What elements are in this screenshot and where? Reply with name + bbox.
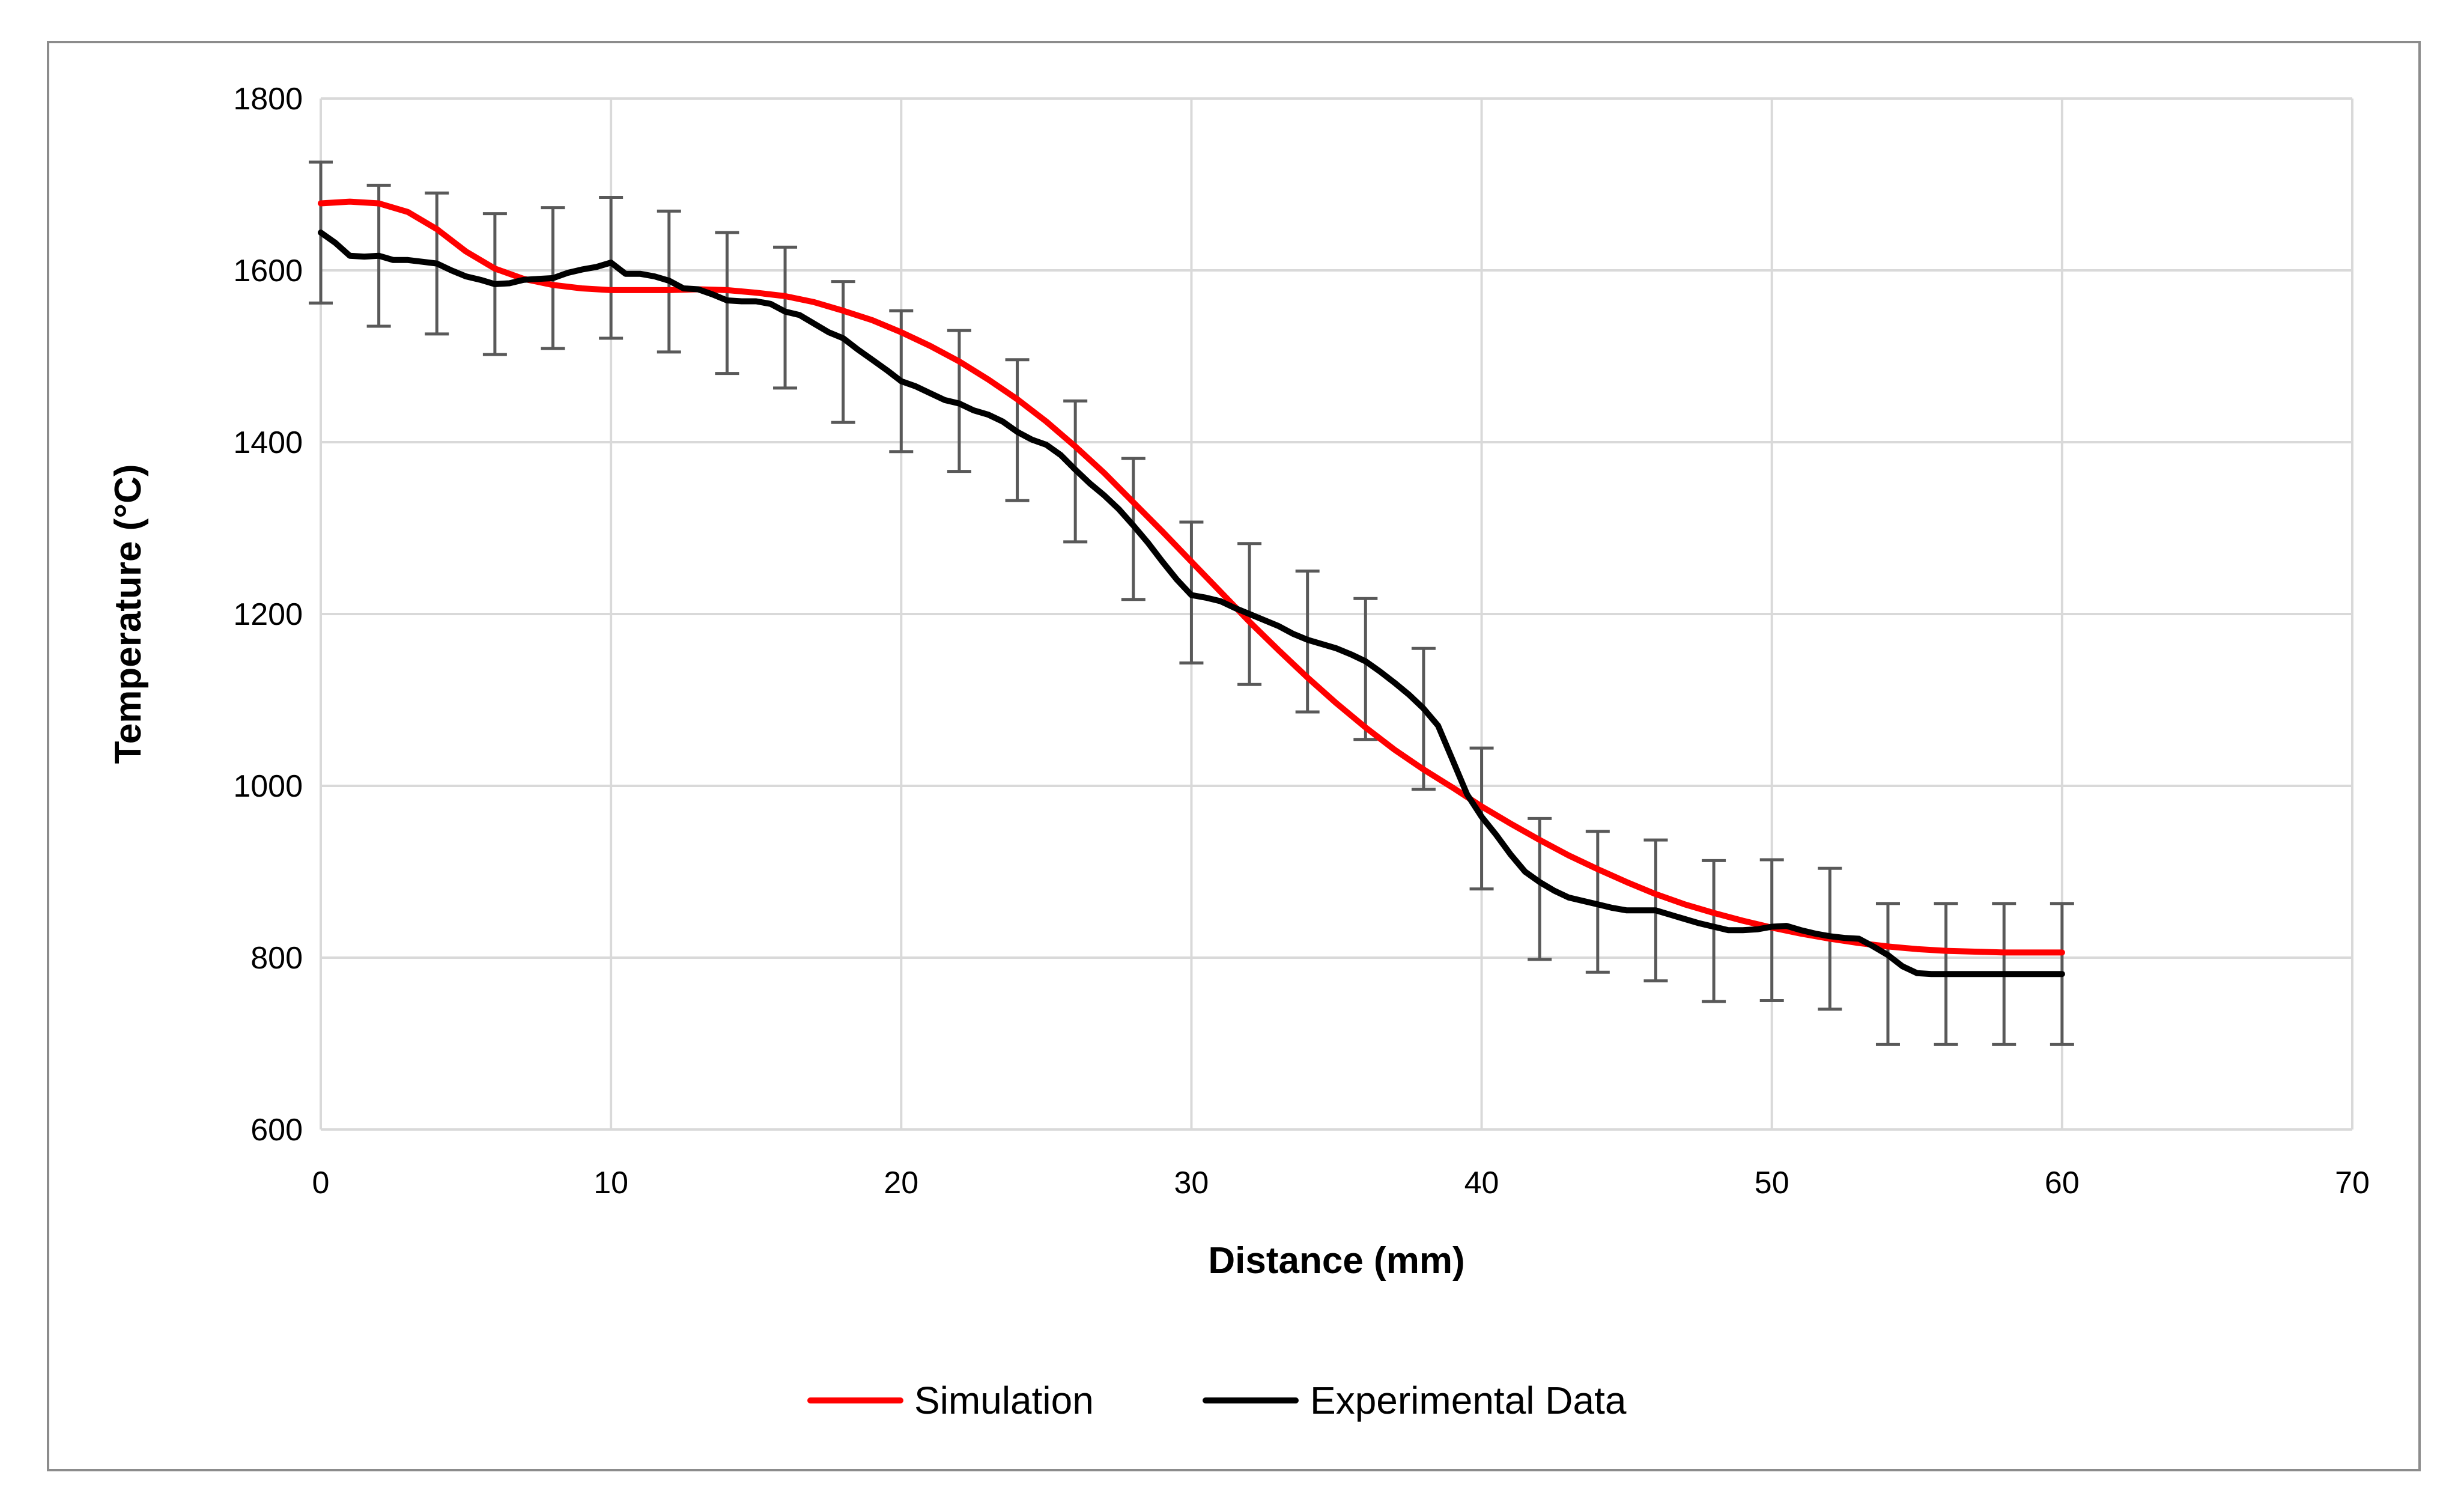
legend: Simulation Experimental Data xyxy=(807,1379,1627,1422)
x-tick-label: 50 xyxy=(1755,1166,1789,1200)
x-tick-label: 30 xyxy=(1174,1166,1209,1200)
chart-area: 600 800 1000 1200 1400 1600 1800 0 10 20 30 40 50 60 7… xyxy=(108,82,2370,1422)
series-line-experimental-data xyxy=(318,230,2065,977)
error-bar xyxy=(599,195,624,340)
x-tick-label: 10 xyxy=(593,1166,628,1200)
error-bar xyxy=(1411,646,1436,791)
x-tick-label: 60 xyxy=(2045,1166,2080,1200)
y-tick-label: 1800 xyxy=(233,82,303,117)
y-tick-label: 1200 xyxy=(233,597,303,632)
legend-experimental-label: Experimental Data xyxy=(1310,1379,1627,1422)
chart-frame: 600 800 1000 1200 1400 1600 1800 0 10 20 30 40 50 60 7… xyxy=(47,41,2421,1471)
y-tick-label: 1400 xyxy=(233,425,303,460)
error-bar xyxy=(1353,597,1378,741)
error-bar xyxy=(1875,902,1900,1046)
x-tick-label: 70 xyxy=(2335,1166,2370,1200)
series-layer xyxy=(318,198,2065,977)
error-bar xyxy=(831,280,855,424)
y-tick-label: 1000 xyxy=(233,769,303,804)
x-tick-label: 40 xyxy=(1464,1166,1499,1200)
x-axis-title: Distance (mm) xyxy=(1208,1240,1464,1281)
x-tick-label: 0 xyxy=(312,1166,330,1200)
y-tick-label: 800 xyxy=(250,941,303,976)
error-bar xyxy=(773,245,798,390)
x-tick-label: 20 xyxy=(884,1166,918,1200)
y-tick-label: 1600 xyxy=(233,254,303,288)
legend-simulation-label: Simulation xyxy=(914,1379,1094,1422)
y-axis-title: Temperature (°C) xyxy=(108,464,149,764)
error-bar xyxy=(1702,859,1726,1003)
tick-label-layer: 600 800 1000 1200 1400 1600 1800 0 10 20 30 40 50 60 7… xyxy=(233,82,2370,1200)
y-tick-label: 600 xyxy=(250,1113,303,1148)
